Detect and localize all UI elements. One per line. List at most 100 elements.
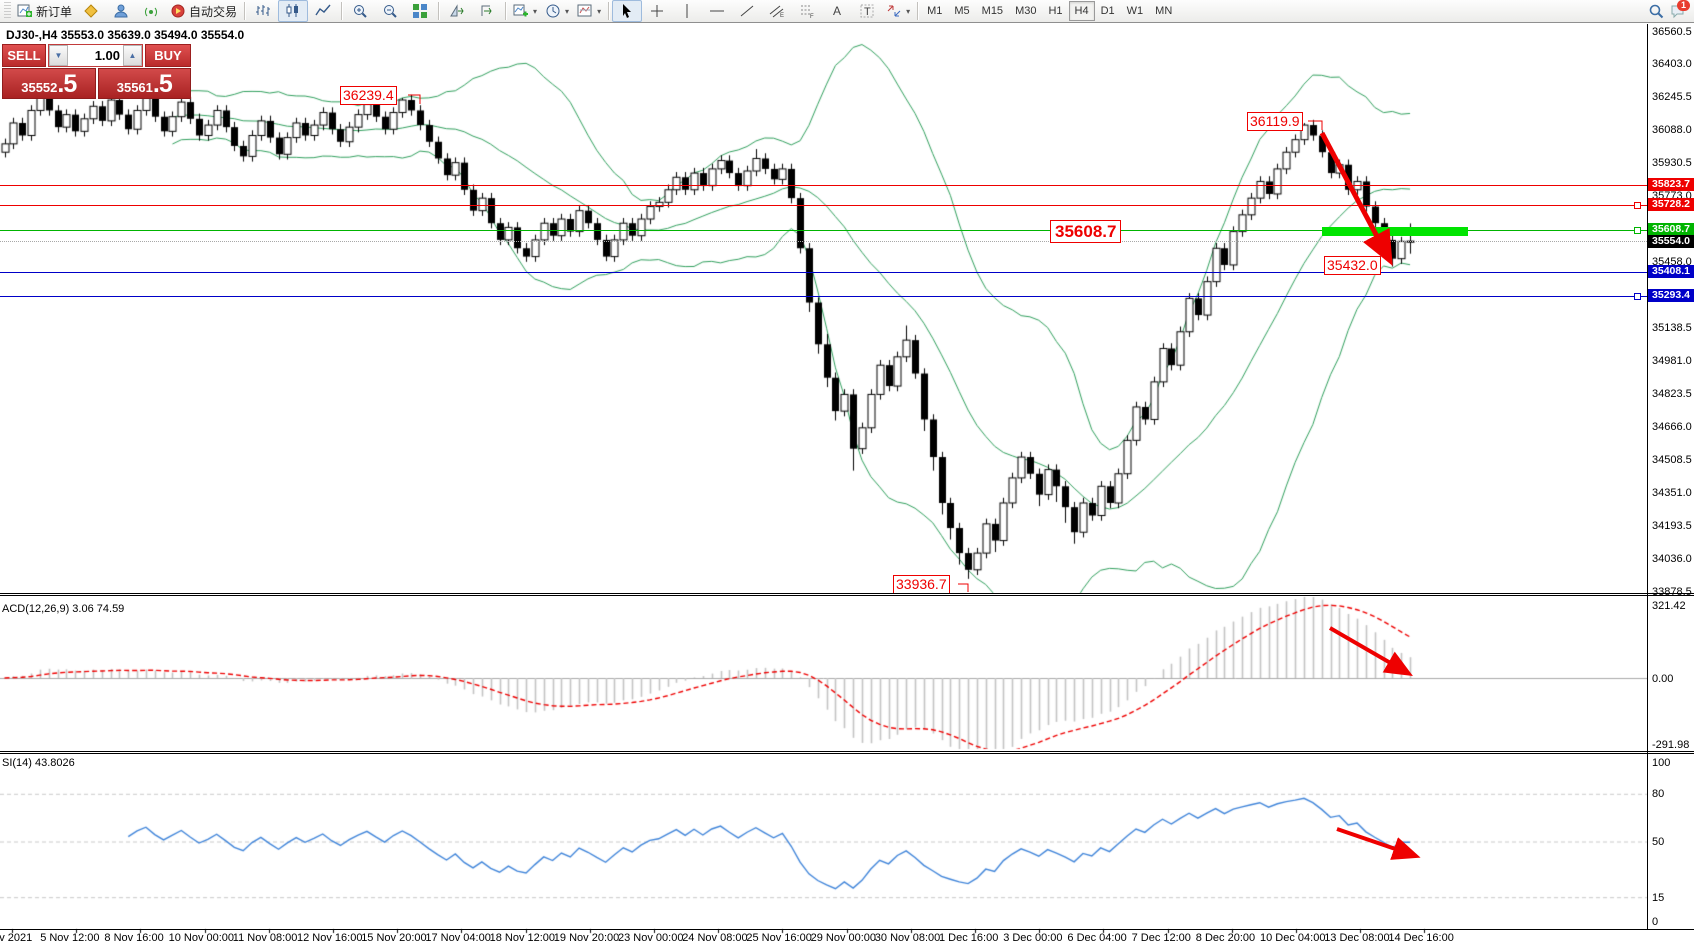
hline-button[interactable] [702, 0, 732, 22]
pane-separator[interactable] [0, 753, 1694, 754]
timeframe-button-m5[interactable]: M5 [954, 5, 970, 17]
new-order-button[interactable]: 新订单 [13, 0, 76, 22]
cursor-icon [619, 3, 635, 19]
price-annotation-35432.0[interactable]: 35432.0 [1324, 256, 1381, 275]
chat-icon[interactable]: 1 [1670, 0, 1690, 19]
candlestick-chart-button[interactable] [278, 0, 309, 22]
timeframe-button-m1[interactable]: M1 [927, 5, 943, 17]
fibonacci-button[interactable]: F [792, 0, 822, 22]
pane-separator[interactable] [0, 595, 1694, 596]
buy-button[interactable]: BUY [145, 44, 191, 67]
price-tick-label: 35458.0 [1652, 255, 1692, 268]
volume-increase-button[interactable]: ▲ [123, 45, 142, 66]
hline-35408.1[interactable] [0, 271, 1647, 273]
timeframe-button-m30[interactable]: M30 [1015, 5, 1037, 17]
textA-icon: A [829, 3, 845, 19]
vline-button[interactable] [672, 0, 702, 22]
timeframe-button-mn[interactable]: MN [1155, 5, 1173, 17]
price-annotation-33936.7[interactable]: 33936.7 [893, 575, 950, 594]
price-badge: 35608.7 [1648, 223, 1694, 237]
search-icon[interactable] [1648, 3, 1664, 19]
community-button[interactable] [106, 0, 136, 22]
time-tick-label: 11 Nov 08:00 [232, 932, 298, 943]
time-tick-label: 17 Nov 04:00 [425, 932, 491, 943]
chart-shift-button[interactable] [472, 0, 502, 22]
crosshair-button[interactable] [642, 0, 672, 22]
price-tick-label: 34351.0 [1652, 486, 1692, 499]
volume-value[interactable]: 1.00 [94, 48, 120, 63]
hline-handle[interactable] [1634, 201, 1641, 209]
vline-icon [679, 3, 695, 19]
timeframe-button-h1[interactable]: H1 [1048, 5, 1063, 17]
periods-dropdown[interactable]: ▾ [541, 0, 573, 22]
templates-dropdown[interactable]: ▾ [573, 0, 605, 22]
text-button[interactable]: A [822, 0, 852, 22]
trend-icon [739, 3, 755, 19]
buy-price-tile[interactable]: 35561.5 [97, 68, 191, 99]
price-annotation-36239.4[interactable]: 36239.4 [340, 86, 397, 105]
dropdown-arrow-icon: ▾ [565, 6, 570, 16]
signals-button[interactable] [136, 0, 166, 22]
price-annotation-36119.9[interactable]: 36119.9 [1247, 112, 1303, 131]
autotrading-button[interactable]: 自动交易 [166, 0, 241, 22]
auto-scroll-button[interactable] [442, 0, 472, 22]
hline-35293.4[interactable] [0, 295, 1647, 297]
svg-text:E: E [780, 13, 784, 19]
cursor-button[interactable] [612, 0, 643, 22]
price-annotation-35608.7[interactable]: 35608.7 [1050, 220, 1122, 243]
time-tick-label: 23 Nov 00:00 [618, 932, 684, 943]
zoom-out-button[interactable] [375, 0, 405, 22]
price-tick-label: 33878.5 [1652, 585, 1692, 598]
indicators-dropdown[interactable]: ▾ [509, 0, 541, 22]
sell-button[interactable]: SELL [2, 44, 46, 67]
tile-windows-button[interactable] [405, 0, 435, 22]
price-badge: 35554.0 [1648, 234, 1694, 248]
time-tick-label: 1 Dec 16:00 [939, 932, 999, 943]
textT-icon: T [859, 3, 875, 19]
hline-35608.7[interactable] [0, 229, 1647, 231]
hline-handle[interactable] [1634, 226, 1641, 234]
market-gold-button[interactable] [76, 0, 106, 22]
hline-handle[interactable] [1634, 292, 1641, 300]
template-icon [577, 3, 593, 19]
bar-chart-button[interactable] [248, 0, 278, 22]
time-tick-label: 24 Nov 08:00 [682, 932, 748, 943]
rsi-tick-label: 15 [1652, 891, 1665, 904]
sell-price-tile[interactable]: 35552.5 [2, 68, 96, 99]
timeframe-button-m15[interactable]: M15 [981, 5, 1004, 17]
sell-price-main: 35552 [21, 80, 58, 95]
volume-decrease-button[interactable]: ▼ [49, 45, 68, 66]
support-band-highlight[interactable] [1322, 227, 1468, 236]
time-axis-border [0, 929, 1694, 930]
chart-canvas[interactable] [0, 0, 1647, 943]
zoom-in-button[interactable] [345, 0, 375, 22]
channel-button[interactable]: E [762, 0, 792, 22]
pane-separator[interactable] [0, 593, 1694, 594]
pane-separator[interactable] [0, 751, 1694, 752]
arrows-dropdown[interactable]: ▾ [882, 0, 914, 22]
timeframe-button-h4[interactable]: H4 [1068, 1, 1095, 21]
chat-badge: 1 [1676, 0, 1690, 11]
candles-icon [285, 3, 301, 19]
toolbar-grip [4, 2, 11, 20]
label-button[interactable]: T [852, 0, 882, 22]
price-badge: 35293.4 [1648, 289, 1694, 303]
hline-35728.2[interactable] [0, 204, 1647, 206]
trendline-button[interactable] [732, 0, 762, 22]
timeframe-button-d1[interactable]: D1 [1100, 5, 1115, 17]
time-tick-label: 6 Dec 04:00 [1067, 932, 1127, 943]
hline-35823.7[interactable] [0, 184, 1647, 186]
toolbar-separator [917, 2, 919, 20]
hline-35554[interactable] [0, 241, 1647, 243]
price-tick-label: 34666.0 [1652, 421, 1692, 434]
time-tick-label: 15 Nov 20:00 [361, 932, 427, 943]
price-tick-label: 34823.5 [1652, 388, 1692, 401]
timeframe-button-w1[interactable]: W1 [1126, 5, 1144, 17]
buy-price-frac: .5 [152, 70, 173, 98]
pluschart-icon [513, 3, 529, 19]
time-tick-label: 19 Nov 20:00 [553, 932, 620, 943]
channel-icon: E [769, 3, 785, 19]
line-chart-button[interactable] [308, 0, 338, 22]
